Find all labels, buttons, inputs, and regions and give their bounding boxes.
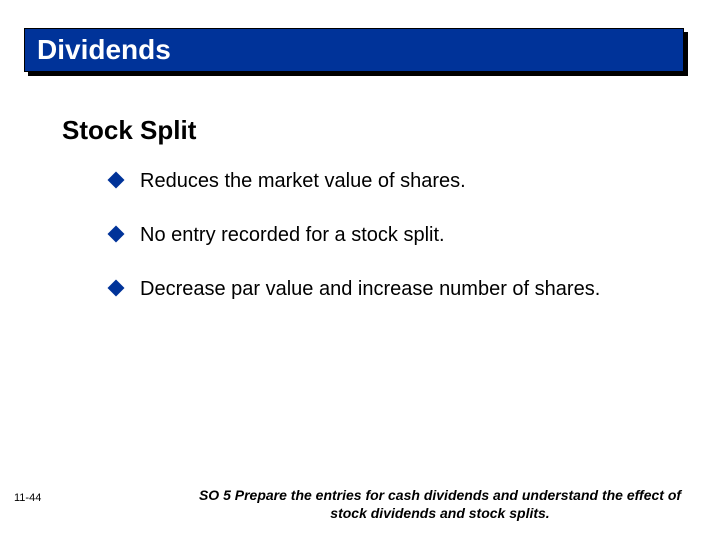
bullet-item: Reduces the market value of shares. — [110, 168, 670, 194]
bullet-text: No entry recorded for a stock split. — [140, 222, 445, 248]
page-number: 11-44 — [14, 492, 41, 504]
title-bar: Dividends — [24, 28, 684, 72]
slide-title: Dividends — [37, 34, 171, 66]
slide-subtitle: Stock Split — [62, 115, 196, 146]
bullet-item: Decrease par value and increase number o… — [110, 276, 670, 302]
diamond-icon — [108, 226, 125, 243]
bullet-list: Reduces the market value of shares. No e… — [110, 168, 670, 330]
diamond-icon — [108, 172, 125, 189]
bullet-text: Decrease par value and increase number o… — [140, 276, 600, 302]
bullet-item: No entry recorded for a stock split. — [110, 222, 670, 248]
diamond-icon — [108, 280, 125, 297]
slide: Dividends Stock Split Reduces the market… — [0, 0, 720, 540]
bullet-text: Reduces the market value of shares. — [140, 168, 466, 194]
footer-text: SO 5 Prepare the entries for cash divide… — [190, 486, 690, 522]
